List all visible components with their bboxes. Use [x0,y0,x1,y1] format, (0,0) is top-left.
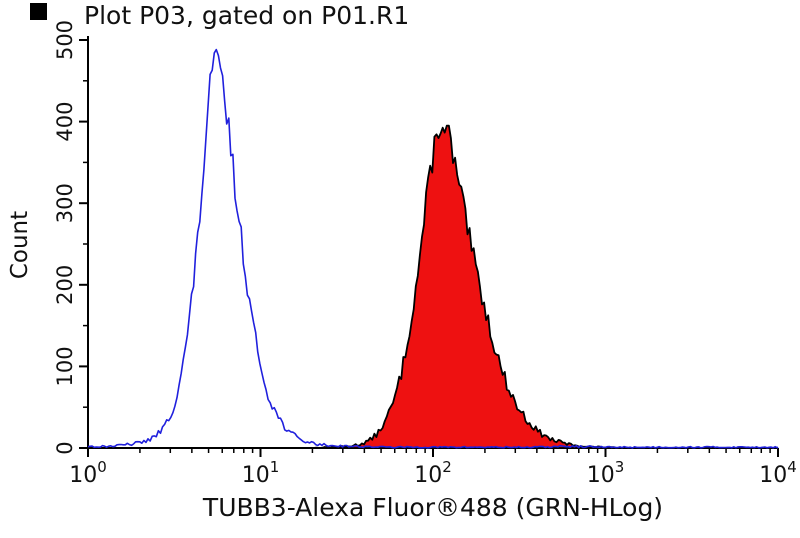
x-tick-label: 104 [759,458,797,488]
y-tick-label: 400 [53,102,77,142]
tubb3-stained-filled-histogram-curve [311,124,624,449]
corner-marker [30,3,47,20]
x-tick-label: 101 [242,458,280,488]
plot-title: Plot P03, gated on P01.R1 [84,1,410,30]
x-tick-label: 100 [69,458,107,488]
x-tick-label: 102 [414,458,452,488]
y-tick-label: 200 [53,265,77,305]
x-axis-label: TUBB3-Alexa Fluor®488 (GRN-HLog) [202,493,664,522]
y-tick-label: 0 [53,441,77,454]
y-tick-label: 300 [53,183,77,223]
y-tick-label: 100 [53,346,77,386]
control-open-histogram-curve [87,48,779,449]
x-tick-label: 103 [587,458,625,488]
y-tick-label: 500 [53,20,77,60]
